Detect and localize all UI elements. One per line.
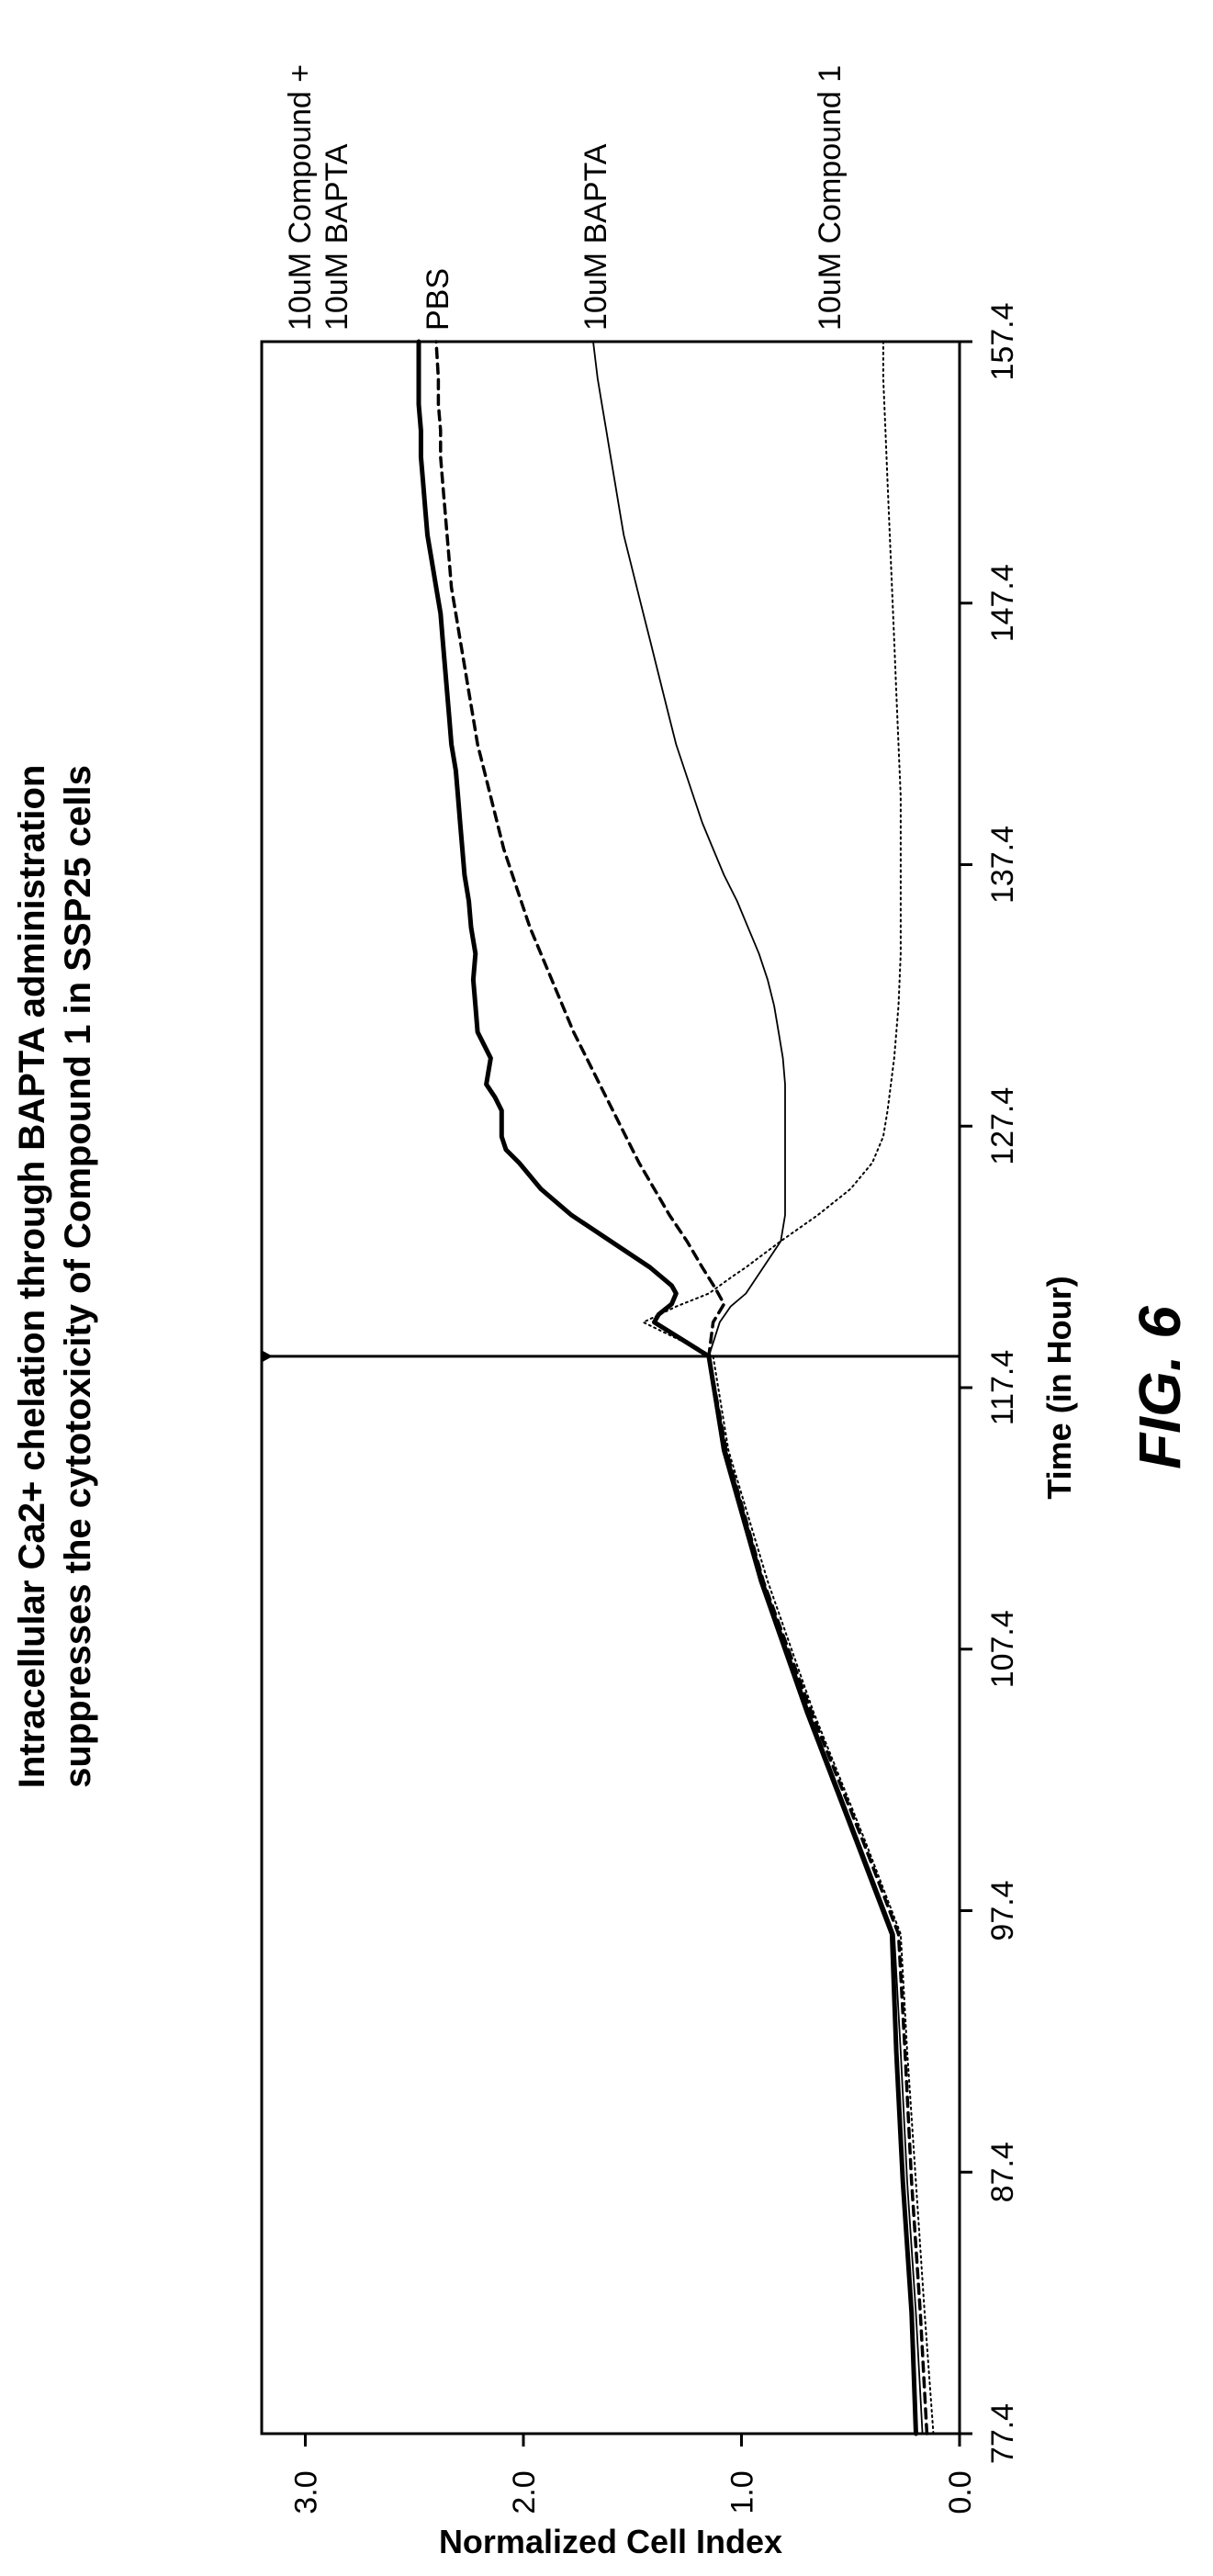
x-tick-label: 117.4 (985, 1350, 1020, 1426)
plot-area (260, 340, 961, 2435)
chart-title-line-1: Intracellular Ca2+ chelation through BAP… (12, 765, 52, 1789)
figure-label: FIG. 6 (1127, 1306, 1193, 1469)
series-label-2: 10uM BAPTA (578, 143, 613, 331)
x-tick-label: 147.4 (985, 564, 1020, 642)
series-label-line: 10uM BAPTA (578, 143, 613, 331)
series-label-line: PBS (421, 268, 455, 331)
series-label-line: 10uM Compound + (283, 64, 318, 331)
series-label-0: 10uM Compound +10uM BAPTA (283, 64, 354, 331)
series-label-3: 10uM Compound 1 (813, 65, 848, 331)
y-tick-label: 3.0 (289, 2470, 324, 2514)
x-tick-label: 137.4 (985, 826, 1020, 904)
series-label-line: 10uM BAPTA (320, 143, 354, 331)
x-axis-title: Time (in Hour) (1040, 1276, 1078, 1499)
x-tick-label: 97.4 (985, 1880, 1020, 1940)
x-tick-label: 157.4 (985, 302, 1020, 380)
series-labels: 10uM Compound +10uM BAPTA PBS 10uM BAPTA 10… (283, 64, 848, 331)
series-line-0 (416, 339, 918, 2436)
series-lines (416, 339, 935, 2436)
treatment-marker-arrow (263, 1350, 273, 1362)
y-tick-label: 1.0 (725, 2470, 760, 2514)
series-label-1: PBS (421, 268, 455, 331)
series-label-line: 10uM Compound 1 (813, 65, 848, 331)
series-line-3 (642, 341, 935, 2435)
y-tick-label: 2.0 (507, 2470, 542, 2514)
chart-title-line-2: suppresses the cytotoxicity of Compound … (58, 765, 98, 1788)
x-tick-label: 127.4 (985, 1087, 1020, 1165)
y-tick-label: 0.0 (943, 2470, 978, 2514)
x-tick-label: 87.4 (985, 2142, 1020, 2202)
x-tick-label: 107.4 (985, 1610, 1020, 1688)
y-axis-title: Normalized Cell Index (439, 2523, 782, 2560)
series-line-1 (434, 340, 929, 2435)
x-tick-label: 77.4 (985, 2403, 1020, 2464)
axis-ticks: 77.4 87.4 97.4 107.4 117.4 127.4 137.4 147.4 157… (262, 302, 1020, 2514)
chart-title: Intracellular Ca2+ chelation through BAP… (12, 765, 98, 1789)
series-line-2 (592, 341, 924, 2435)
